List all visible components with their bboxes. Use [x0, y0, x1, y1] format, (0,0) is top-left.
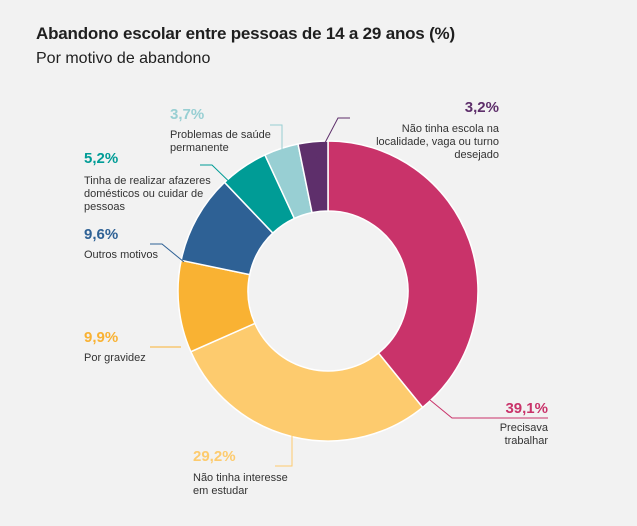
leader-line-outros-motivos [150, 243, 185, 263]
value-label-outros-motivos: 9,6% [84, 226, 118, 243]
leader-line-tinha-de-realizar-afazeres-domesticos-ou-cuidar-de-pessoas [200, 164, 245, 197]
value-label-tinha-de-realizar-afazeres-domesticos-ou-cuidar-de-pessoas: 5,2% [84, 150, 118, 167]
leader-line-nao-tinha-interesse-em-estudar [275, 434, 293, 467]
donut-slices [177, 140, 479, 442]
leader-line-precisava-trabalhar [429, 399, 548, 419]
slice-nao-tinha-interesse-em-estudar [189, 322, 424, 442]
value-label-problemas-de-saude-permanente: 3,7% [170, 106, 204, 123]
value-label-por-gravidez: 9,9% [84, 329, 118, 346]
category-label-por-gravidez: Por gravidez [84, 352, 146, 364]
category-label-tinha-de-realizar-afazeres-domesticos-ou-cuidar-de-pessoas: Tinha de realizar afazeres domésticos ou … [84, 175, 211, 213]
slice-nao-tinha-escola-na-localidade-vaga-ou-turno-desejado [297, 140, 329, 214]
category-label-outros-motivos: Outros motivos [84, 249, 158, 261]
category-label-precisava-trabalhar: Precisava trabalhar [500, 422, 549, 447]
chart-title: Abandono escolar entre pessoas de 14 a 2… [36, 24, 455, 43]
category-label-problemas-de-saude-permanente: Problemas de saúde permanente [170, 129, 271, 154]
category-label-nao-tinha-interesse-em-estudar: Não tinha interesse em estudar [193, 472, 288, 497]
chart-subtitle: Por motivo de abandono [36, 50, 211, 67]
value-label-precisava-trabalhar: 39,1% [505, 400, 548, 417]
category-label-nao-tinha-escola-na-localidade-vaga-ou-turno-desejado: Não tinha escola na localidade, vaga ou t… [376, 123, 500, 161]
value-label-nao-tinha-interesse-em-estudar: 29,2% [193, 448, 236, 465]
leader-line-nao-tinha-escola-na-localidade-vaga-ou-turno-desejado [316, 117, 350, 159]
leader-line-problemas-de-saude-permanente [270, 124, 283, 163]
leader-lines [150, 117, 548, 467]
slice-labels: 39,1% Precisava trabalhar 29,2% Não tinha in… [84, 99, 549, 497]
value-label-nao-tinha-escola-na-localidade-vaga-ou-turno-desejado: 3,2% [465, 99, 499, 116]
slice-precisava-trabalhar [327, 140, 479, 409]
